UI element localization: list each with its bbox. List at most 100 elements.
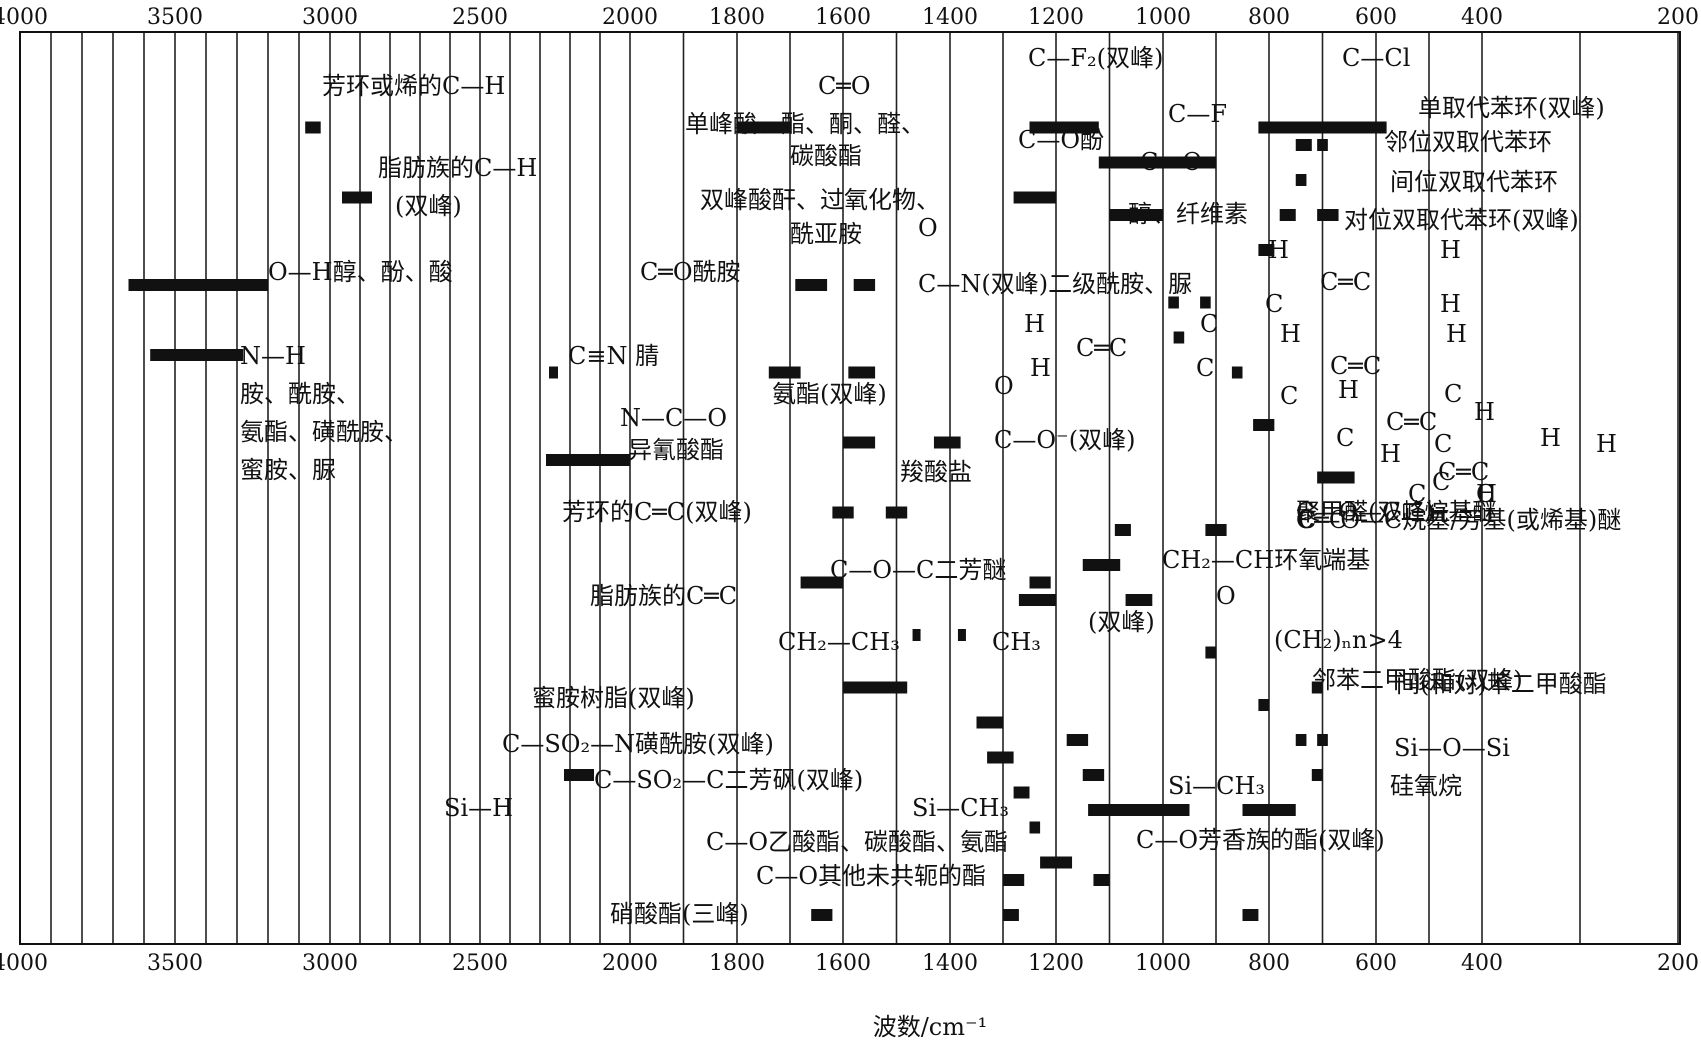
tick-label-bottom: 3500 <box>147 951 203 976</box>
absorption-bands <box>128 121 1387 921</box>
tick-label-bottom: 200 <box>1657 951 1699 976</box>
group-label: 单峰酸、酯、酮、醛、 <box>685 110 925 138</box>
absorption-band <box>811 909 833 921</box>
tick-label-bottom: 2500 <box>452 951 508 976</box>
tick-label-top: 400 <box>1461 5 1503 30</box>
group-label: C═C <box>1330 352 1381 380</box>
absorption-band <box>1205 524 1227 536</box>
group-label: CH₃ <box>992 628 1041 656</box>
absorption-band <box>1311 681 1323 694</box>
absorption-band <box>843 681 908 694</box>
group-label: Si—CH₃ <box>1168 772 1265 800</box>
absorption-band <box>912 629 921 641</box>
tick-label-bottom: 1400 <box>922 951 978 976</box>
absorption-band <box>1317 471 1355 484</box>
absorption-band <box>1018 594 1056 606</box>
group-label: C—N(双峰)二级酰胺、脲 <box>918 270 1192 298</box>
group-label: C <box>1434 430 1452 458</box>
absorption-band <box>1013 191 1056 204</box>
group-label: (CH₂)ₙn>4 <box>1274 626 1403 654</box>
group-label: O—H醇、酚、酸 <box>268 258 453 286</box>
group-label: C═O <box>818 72 871 100</box>
tick-label-top: 800 <box>1248 5 1290 30</box>
absorption-band <box>1258 699 1269 711</box>
grid-lines <box>19 32 1679 944</box>
absorption-band <box>1311 769 1323 781</box>
tick-label-top: 3000 <box>302 5 358 30</box>
group-labels: 芳环或烯的C—H 脂肪族的C—H (双峰) O—H醇、酚、酸 N—H 胺、酰胺、氨酯、磺酰… <box>240 44 1621 928</box>
group-label: 单取代苯环(双峰) <box>1418 94 1605 122</box>
absorption-band <box>128 279 268 291</box>
group-label: H <box>1030 354 1051 382</box>
absorption-band <box>933 436 961 449</box>
absorption-band <box>853 279 876 291</box>
group-label: C≡N 腈 <box>568 342 659 370</box>
group-label: 碳酸酯 <box>790 142 862 170</box>
absorption-band <box>1295 174 1307 186</box>
group-label: 对位双取代苯环(双峰) <box>1344 206 1579 234</box>
group-label: 脂肪族的C—H <box>378 154 537 182</box>
group-label: C—SO₂—C二芳砜(双峰) <box>594 766 863 794</box>
group-label: C <box>1196 354 1214 382</box>
group-label: H <box>1024 310 1045 338</box>
tick-label-bottom: 800 <box>1248 951 1290 976</box>
group-label: CH₂—CH₃ <box>778 628 900 656</box>
absorption-band <box>957 629 966 641</box>
group-label: C—F <box>1168 100 1227 128</box>
group-label: (双峰) <box>1088 608 1155 636</box>
group-label: (双峰) <box>395 192 462 220</box>
absorption-band <box>885 506 908 519</box>
group-label: O <box>1216 582 1236 610</box>
absorption-band <box>737 121 790 134</box>
group-label: 间位双取代苯环 <box>1390 168 1558 196</box>
group-label: 芳环的C═C(双峰) <box>562 498 752 526</box>
tick-label-bottom: 1600 <box>815 951 871 976</box>
group-label: H <box>1476 480 1497 508</box>
tick-label-top: 1200 <box>1028 5 1084 30</box>
group-label: C <box>1408 480 1426 508</box>
group-label: Si—O—Si <box>1394 734 1510 762</box>
absorption-band <box>1200 296 1211 309</box>
group-label: H <box>1446 320 1467 348</box>
group-label: H <box>1440 236 1461 264</box>
absorption-band <box>848 366 876 379</box>
group-label: H <box>1380 440 1401 468</box>
group-label: N—H <box>240 342 306 370</box>
absorption-band <box>150 349 244 361</box>
tick-label-top: 1000 <box>1135 5 1191 30</box>
absorption-band <box>1258 244 1275 256</box>
group-label: C—Cl <box>1342 44 1410 72</box>
absorption-band <box>1029 821 1041 834</box>
absorption-band <box>564 769 594 781</box>
tick-label-bottom: 4000 <box>0 951 48 976</box>
group-label: C <box>1444 380 1462 408</box>
group-label: C—O芳香族的酯(双峰) <box>1136 826 1385 854</box>
absorption-band <box>1231 366 1243 379</box>
group-label: C═C <box>1320 268 1371 296</box>
top-tick-labels: 4000 3500 3000 2500 2000 1800 1600 1400 1200 1000… <box>0 5 1699 30</box>
absorption-band <box>1168 296 1179 309</box>
group-label: C—O <box>1140 148 1202 176</box>
absorption-band <box>1258 121 1387 134</box>
tick-label-top: 200 <box>1657 5 1699 30</box>
absorption-band <box>1125 594 1153 606</box>
absorption-band <box>1317 139 1328 151</box>
group-label: C—O—C烷基/芳基(或烯基)醚 <box>1298 506 1621 534</box>
tick-label-top: 2000 <box>602 5 658 30</box>
group-label: C <box>1265 290 1283 318</box>
tick-label-top: 3500 <box>147 5 203 30</box>
absorption-band <box>305 121 321 134</box>
group-label: Si—CH₃ <box>912 794 1009 822</box>
absorption-band <box>1114 524 1131 536</box>
absorption-band <box>1242 909 1259 921</box>
absorption-band <box>1029 576 1051 589</box>
absorption-band <box>832 506 854 519</box>
absorption-band <box>1098 156 1216 169</box>
absorption-band <box>1242 804 1296 816</box>
group-label: H <box>1474 398 1495 426</box>
group-label: 邻位双取代苯环 <box>1384 128 1552 156</box>
group-label: C—O其他未共轭的酯 <box>756 862 986 890</box>
tick-label-bottom: 2000 <box>602 951 658 976</box>
group-label: 醇、纤维素 <box>1128 200 1248 228</box>
group-label: C—SO₂—N磺酰胺(双峰) <box>502 730 774 758</box>
